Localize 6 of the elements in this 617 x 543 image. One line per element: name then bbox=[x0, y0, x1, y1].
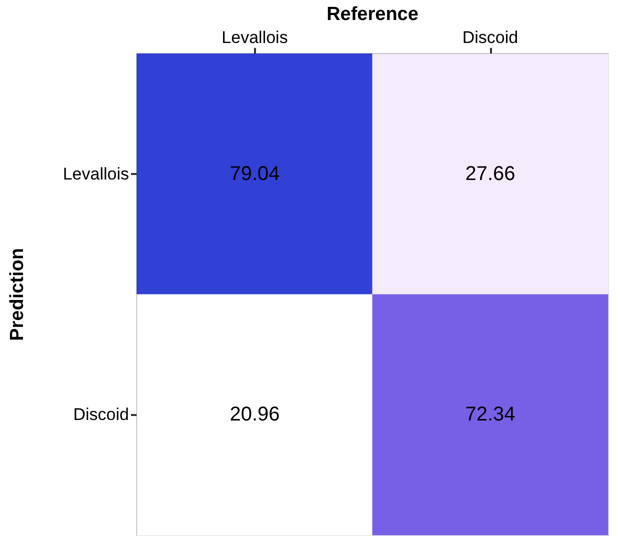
data-label: 72.34 bbox=[465, 404, 516, 426]
x-axis-title: Reference bbox=[326, 4, 418, 25]
data-label: 79.04 bbox=[230, 163, 280, 186]
y-axis-title: Prediction bbox=[7, 248, 28, 341]
data-label: 20.96 bbox=[230, 404, 280, 426]
data-label: 27.66 bbox=[465, 163, 516, 186]
